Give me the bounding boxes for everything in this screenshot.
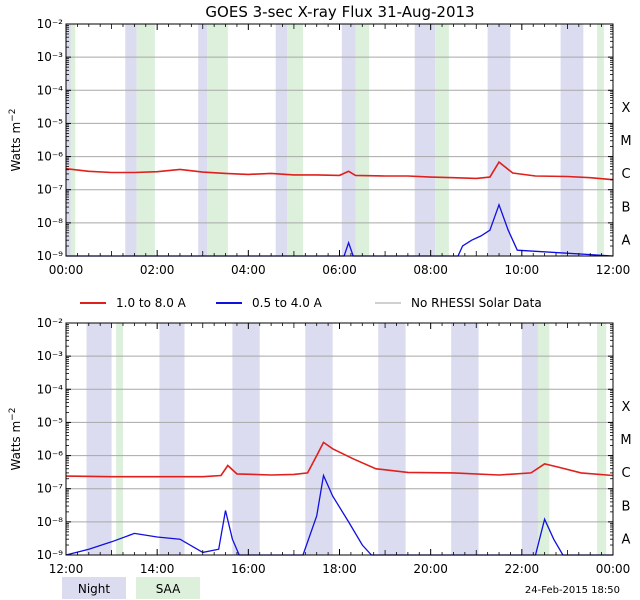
y-tick-label: 10⁻³ [37, 50, 64, 64]
x-tick-label: 18:00 [322, 562, 357, 576]
x-tick-label: 08:00 [413, 263, 448, 277]
x-tick-label: 16:00 [231, 562, 266, 576]
y-tick-label: 10⁻⁵ [37, 415, 64, 429]
legend: 1.0 to 8.0 A 0.5 to 4.0 A No RHESSI Solar … [80, 296, 542, 310]
flare-class-label: C [621, 466, 630, 481]
x-tick-label: 22:00 [505, 562, 540, 576]
night-band [414, 24, 436, 256]
y-axis-label-exponent: −2 [8, 109, 18, 122]
y-tick-label: 10⁻⁴ [37, 83, 64, 97]
night-band [198, 24, 208, 256]
x-tick-label: 12:00 [49, 562, 84, 576]
saa-band [597, 24, 604, 256]
y-tick-label: 10⁻² [37, 17, 64, 31]
y-tick-label: 10⁻⁸ [37, 216, 64, 230]
saa-band [136, 24, 155, 256]
flare-class-label: B [622, 499, 631, 514]
night-band [378, 323, 406, 555]
night-band [125, 24, 137, 256]
footer-legend-label: Night [78, 582, 111, 596]
footer-legend: Night SAA [62, 577, 200, 599]
y-tick-label: 10⁻⁶ [37, 150, 64, 164]
saa-band [116, 323, 123, 555]
saa-band [435, 24, 449, 256]
x-tick-label: 00:00 [596, 562, 631, 576]
x-tick-label: 12:00 [596, 263, 631, 277]
night-band [86, 323, 112, 555]
series-line-long [65, 160, 614, 181]
y-tick-label: 10⁻⁷ [37, 482, 64, 496]
legend-label: No RHESSI Solar Data [411, 296, 542, 310]
footer-legend-box [136, 577, 200, 599]
saa-band [537, 323, 550, 555]
y-tick-label: 10⁻⁷ [37, 183, 64, 197]
series-line-short [66, 202, 614, 257]
saa-band [597, 323, 607, 555]
panel-bottom: 10⁻⁹ 10⁻⁸ 10⁻⁷ 10⁻⁶ 10⁻⁵ 10⁻⁴ 10⁻³ 10⁻² A B C M X 12:… [8, 316, 632, 576]
footer-legend-box [62, 577, 126, 599]
y-axis-label: Watts m−2 [8, 408, 23, 471]
flare-class-label: A [622, 532, 631, 547]
x-tick-label: 20:00 [413, 562, 448, 576]
night-band [451, 323, 479, 555]
flare-class-label: M [620, 433, 631, 448]
series-line-long [65, 441, 614, 478]
saa-band [287, 24, 304, 256]
flare-class-label: A [622, 233, 631, 248]
x-tick-label: 14:00 [140, 562, 175, 576]
y-tick-label: 10⁻⁵ [37, 116, 64, 130]
x-tick-label: 06:00 [322, 263, 357, 277]
night-band [341, 24, 356, 256]
night-band [305, 323, 333, 555]
y-tick-label: 10⁻⁹ [37, 548, 64, 562]
night-band [232, 323, 260, 555]
night-band [159, 323, 185, 555]
y-tick-label: 10⁻⁸ [37, 515, 64, 529]
chart-title: GOES 3-sec X-ray Flux 31-Aug-2013 [205, 3, 474, 21]
saa-band [70, 24, 76, 256]
x-tick-label: 00:00 [49, 263, 84, 277]
legend-label: 1.0 to 8.0 A [116, 296, 187, 310]
y-tick-label: 10⁻⁶ [37, 449, 64, 463]
saa-band [207, 24, 228, 256]
y-axis-label-exponent: −2 [8, 408, 18, 421]
x-tick-label: 10:00 [505, 263, 540, 277]
panel-top: 10⁻⁹ 10⁻⁸ 10⁻⁷ 10⁻⁶ 10⁻⁵ 10⁻⁴ 10⁻³ 10⁻² A B C M X 00:… [8, 17, 632, 277]
y-axis-label: Watts m−2 [8, 109, 23, 172]
night-band [560, 24, 584, 256]
flare-class-label: X [622, 400, 631, 415]
flare-class-label: X [622, 101, 631, 116]
y-tick-label: 10⁻⁹ [37, 249, 64, 263]
footer-timestamp: 24-Feb-2015 18:50 [525, 585, 620, 596]
y-tick-label: 10⁻⁴ [37, 382, 64, 396]
flare-class-label: B [622, 200, 631, 215]
flare-class-label: C [621, 167, 630, 182]
night-band [275, 24, 288, 256]
x-tick-label: 04:00 [231, 263, 266, 277]
y-tick-label: 10⁻³ [37, 349, 64, 363]
night-band [487, 24, 511, 256]
footer-legend-label: SAA [156, 582, 181, 596]
flare-class-label: M [620, 134, 631, 149]
saa-band [355, 24, 370, 256]
x-tick-label: 02:00 [140, 263, 175, 277]
y-tick-label: 10⁻² [37, 316, 64, 330]
legend-label: 0.5 to 4.0 A [252, 296, 323, 310]
